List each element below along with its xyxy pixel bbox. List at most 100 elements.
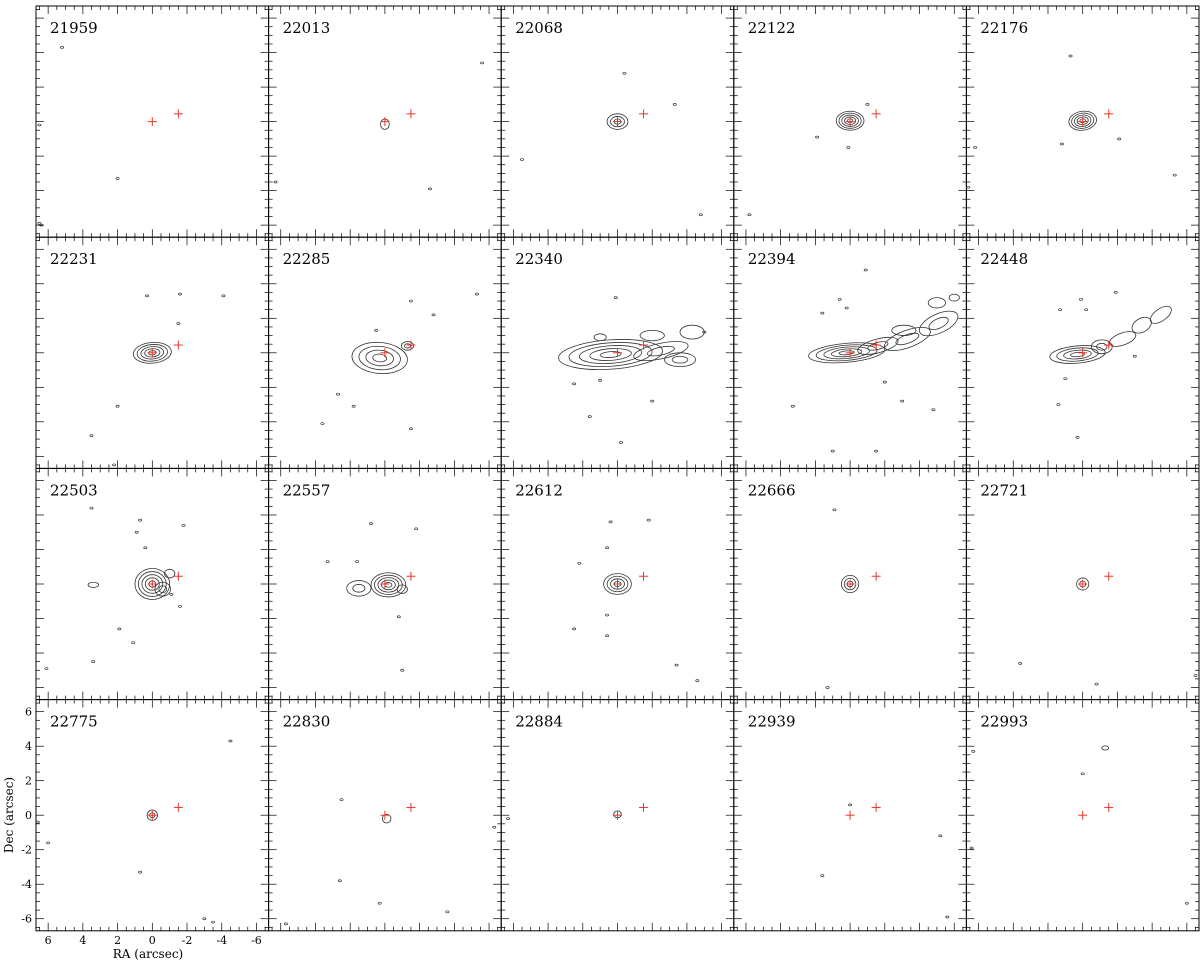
- noise-contour: [698, 213, 703, 217]
- x-tick-label: -6: [251, 934, 262, 947]
- noise-contour: [938, 834, 943, 838]
- noise-contour: [138, 870, 143, 874]
- panel-label: 22394: [748, 250, 796, 268]
- noise-contour: [622, 71, 627, 75]
- panel-label: 22231: [50, 250, 98, 268]
- contour-level: [815, 344, 878, 362]
- noise-contour: [89, 506, 94, 510]
- noise-contour: [971, 750, 976, 753]
- contour-level: [928, 316, 949, 331]
- contour-level: [136, 344, 168, 362]
- panel-22448: 22448: [965, 236, 1200, 469]
- contour-level: [823, 346, 870, 360]
- noise-contour: [355, 560, 360, 563]
- panel-22503: 22503: [35, 467, 270, 701]
- noise-contour: [145, 294, 150, 298]
- noise-contour: [605, 546, 610, 550]
- panel-22721: 22721: [965, 467, 1200, 701]
- x-tick-label: 0: [149, 934, 156, 947]
- x-tick-label: 4: [79, 934, 86, 947]
- noise-contour: [1079, 297, 1083, 301]
- noise-contour: [945, 915, 950, 919]
- panel-label: 22993: [980, 713, 1028, 731]
- noise-contour: [608, 520, 613, 524]
- noise-contour: [587, 415, 592, 418]
- noise-contour: [37, 123, 42, 127]
- panel-label: 22939: [748, 713, 796, 731]
- noise-contour: [1193, 674, 1198, 677]
- contour-level: [1076, 577, 1090, 591]
- noise-contour: [702, 330, 707, 334]
- contour-level: [1056, 347, 1099, 362]
- y-tick-label: -2: [21, 844, 32, 857]
- contour-level: [843, 577, 857, 591]
- noise-contour: [1080, 772, 1085, 776]
- panel-label: 22612: [515, 481, 563, 499]
- contour-level: [1090, 339, 1113, 355]
- noise-contour: [832, 508, 837, 512]
- noise-contour: [115, 177, 120, 180]
- contour-level: [377, 577, 400, 593]
- noise-contour: [115, 404, 120, 408]
- contour-level: [1131, 316, 1152, 334]
- noise-contour: [134, 530, 139, 534]
- contour-level: [1149, 305, 1172, 324]
- noise-contour: [228, 739, 233, 743]
- y-tick-label: 2: [25, 775, 32, 788]
- noise-contour: [650, 399, 655, 403]
- contour-level: [346, 580, 372, 597]
- noise-contour: [900, 399, 905, 403]
- noise-contour: [369, 522, 373, 525]
- noise-contour: [178, 292, 183, 296]
- contour-level: [633, 341, 689, 362]
- noise-contour: [605, 634, 610, 638]
- contour-level: [578, 345, 643, 364]
- contour-level: [841, 114, 859, 127]
- contour-level: [927, 297, 946, 309]
- contour-level: [867, 341, 889, 351]
- noise-contour: [846, 146, 851, 149]
- noise-contour: [790, 404, 795, 408]
- y-tick-label: 4: [25, 740, 32, 753]
- noise-contour: [520, 158, 524, 161]
- noise-contour: [820, 874, 825, 877]
- contour-level: [646, 345, 675, 357]
- noise-contour: [273, 180, 278, 184]
- contour-level: [1070, 351, 1085, 358]
- noise-contour: [181, 523, 186, 527]
- panel-label: 21959: [50, 19, 98, 37]
- contour-level: [144, 577, 160, 591]
- contour-level: [132, 341, 172, 364]
- noise-contour: [674, 663, 679, 667]
- noise-contour: [414, 527, 419, 531]
- panel-label: 22721: [980, 481, 1028, 499]
- noise-contour: [572, 627, 577, 631]
- contour-level: [372, 353, 388, 363]
- contour-level: [610, 116, 625, 128]
- noise-contour: [672, 102, 677, 106]
- noise-contour: [646, 518, 651, 522]
- panel-label: 22285: [283, 250, 331, 268]
- noise-contour: [1184, 901, 1189, 905]
- noise-contour: [815, 135, 820, 139]
- contour-level: [895, 332, 920, 346]
- noise-contour: [1132, 354, 1137, 358]
- noise-contour: [598, 379, 603, 382]
- x-axis-label: RA (arcsec): [113, 947, 183, 961]
- panel-22993: 22993: [965, 699, 1200, 932]
- noise-contour: [1094, 682, 1099, 686]
- noise-contour: [882, 380, 887, 384]
- contour-level: [1071, 112, 1095, 129]
- panel-22830: 22830: [268, 699, 502, 932]
- noise-contour: [874, 449, 879, 453]
- panel-label: 22013: [283, 19, 331, 37]
- noise-contour: [284, 922, 288, 926]
- contour-level: [140, 346, 165, 360]
- panel-22884: 22884: [500, 699, 735, 932]
- noise-contour: [1058, 308, 1063, 312]
- y-tick-label: -4: [21, 878, 32, 891]
- noise-contour: [336, 392, 340, 396]
- noise-contour: [830, 449, 835, 453]
- noise-contour: [202, 917, 207, 921]
